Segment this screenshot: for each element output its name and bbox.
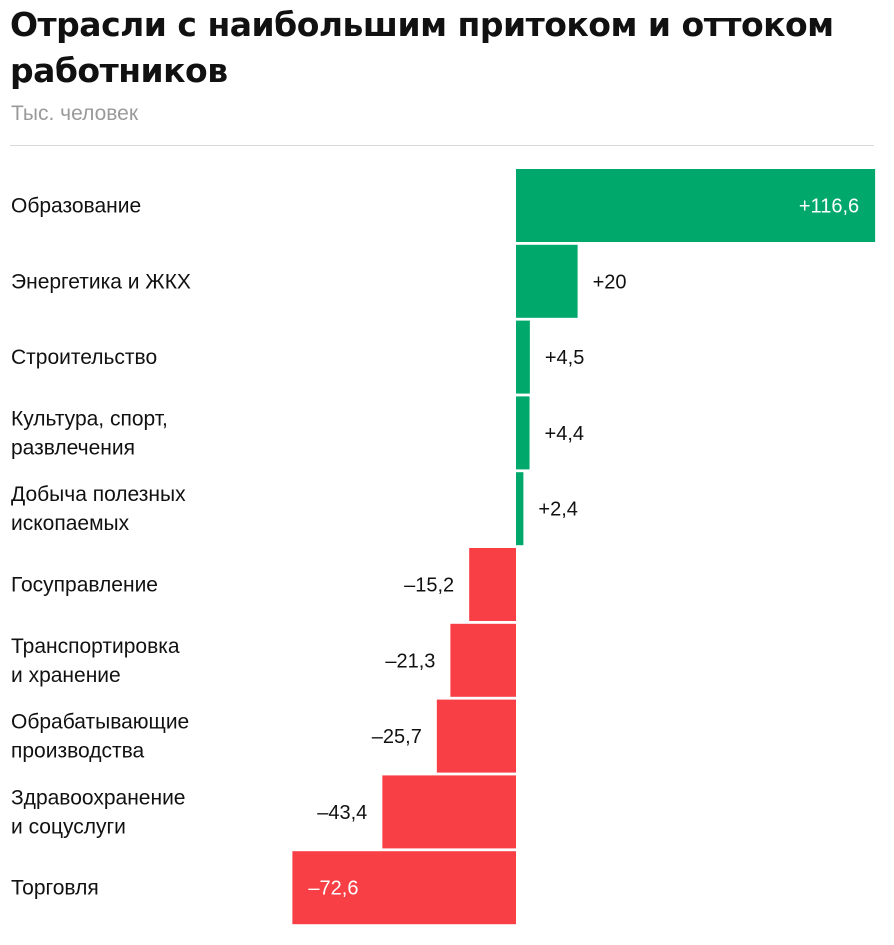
value-label: +116,6 bbox=[799, 196, 859, 218]
value-label: –15,2 bbox=[404, 575, 454, 597]
category-label: Энергетика и ЖКХ bbox=[11, 270, 191, 293]
value-label: +4,4 bbox=[545, 423, 584, 445]
category-label: Госуправление bbox=[11, 574, 158, 597]
divider bbox=[10, 145, 874, 146]
bar bbox=[516, 472, 524, 546]
category-label: Строительство bbox=[11, 346, 157, 369]
value-label: +2,4 bbox=[538, 499, 577, 521]
category-label: Обрабатывающие производства bbox=[11, 711, 189, 763]
value-label: –43,4 bbox=[317, 802, 367, 824]
bar bbox=[436, 699, 516, 773]
category-label: Транспортировка и хранение bbox=[11, 635, 180, 687]
bar bbox=[516, 169, 876, 242]
value-label: +20 bbox=[593, 271, 627, 293]
bar bbox=[469, 548, 516, 621]
value-label: –21,3 bbox=[385, 650, 435, 672]
bar bbox=[516, 396, 530, 470]
category-label: Культура, спорт, развлечения bbox=[11, 407, 168, 459]
category-label: Торговля bbox=[11, 877, 99, 900]
bar bbox=[516, 244, 578, 318]
category-label: Образование bbox=[11, 195, 141, 218]
chart-title: Отрасли с наибольшим притоком и оттоком … bbox=[10, 5, 834, 90]
chart-subtitle: Тыс. человек bbox=[11, 102, 139, 125]
bar bbox=[450, 623, 516, 697]
category-label: Здравоохранение и соцуслуги bbox=[11, 786, 185, 838]
value-label: –72,6 bbox=[308, 878, 358, 900]
bar bbox=[382, 775, 516, 849]
value-label: –25,7 bbox=[372, 726, 422, 748]
bar bbox=[516, 320, 530, 394]
bar bbox=[292, 851, 516, 925]
value-label: +4,5 bbox=[545, 347, 584, 369]
category-label: Добыча полезных ископаемых bbox=[11, 483, 186, 535]
